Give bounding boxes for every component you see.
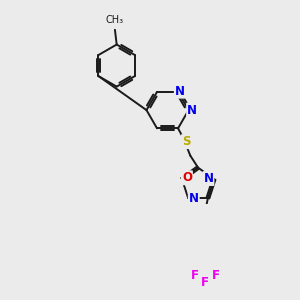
Text: O: O (182, 171, 192, 184)
Text: S: S (182, 135, 190, 148)
Text: F: F (190, 269, 199, 282)
Text: N: N (187, 103, 197, 117)
Text: F: F (212, 269, 220, 282)
Text: N: N (203, 172, 213, 185)
Text: N: N (189, 192, 199, 205)
Text: N: N (175, 85, 185, 98)
Text: CH₃: CH₃ (106, 15, 124, 25)
Text: F: F (201, 276, 209, 289)
